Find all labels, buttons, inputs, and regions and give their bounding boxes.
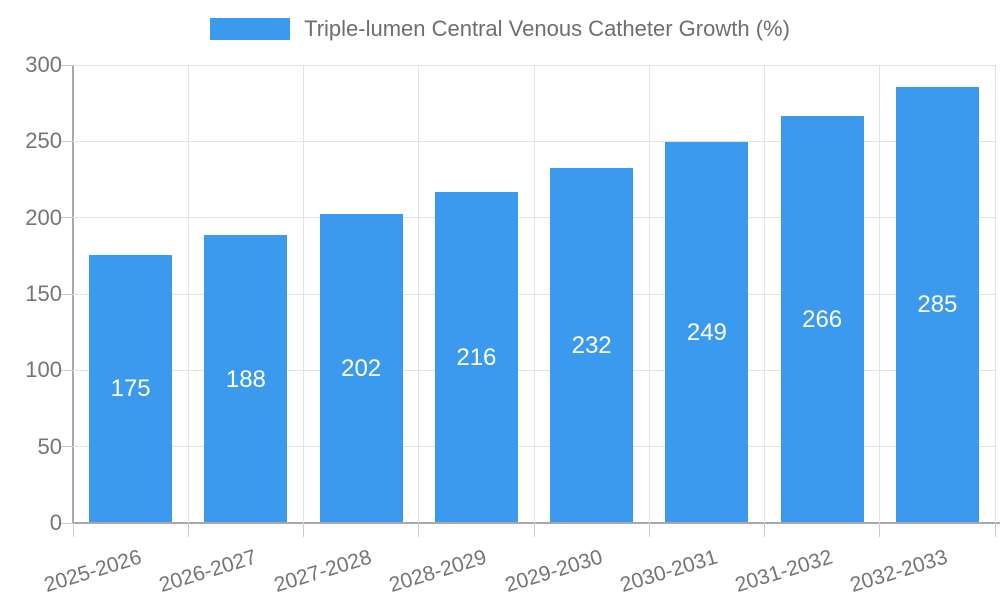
legend-label: Triple-lumen Central Venous Catheter Gro… (304, 16, 790, 41)
legend-swatch-icon (210, 18, 291, 40)
bar-value-label: 216 (456, 344, 497, 372)
gridline-vertical (418, 65, 420, 523)
y-axis-tick (61, 64, 73, 66)
plot-area: 0 50 100 150 200 250 300 175 2025-2026 188 2026-20… (25, 52, 1000, 597)
y-axis-tick-label: 200 (25, 204, 62, 230)
bar-value-label: 249 (686, 318, 727, 346)
y-axis-tick-label: 0 (49, 510, 62, 535)
bar-value-label: 285 (917, 291, 958, 319)
gridline-vertical (994, 65, 996, 523)
x-axis-tick (303, 523, 304, 537)
y-axis-tick-label: 100 (25, 357, 62, 383)
bar (665, 141, 749, 522)
gridline-vertical (303, 65, 304, 523)
y-axis-tick (61, 369, 73, 371)
x-axis-tick (72, 523, 74, 537)
y-axis-tick (61, 140, 73, 142)
gridline-vertical (533, 65, 535, 523)
gridline-vertical (764, 65, 765, 523)
x-axis-tick (994, 523, 996, 537)
x-axis-line (73, 522, 1000, 524)
y-axis-tick (61, 217, 73, 219)
y-axis-tick-label: 150 (25, 281, 62, 306)
y-axis-tick-label: 300 (25, 52, 62, 77)
x-axis-tick (533, 523, 535, 537)
y-axis-tick-label: 50 (37, 433, 62, 459)
bar-value-label: 266 (802, 305, 843, 333)
bar-value-label: 202 (341, 354, 382, 382)
x-axis-tick (879, 523, 881, 537)
legend[interactable]: Triple-lumen Central Venous Catheter Gro… (0, 16, 1000, 42)
y-axis-tick (61, 446, 73, 448)
bar-value-label: 175 (110, 375, 151, 403)
bar (895, 86, 979, 522)
x-axis-tick (764, 523, 765, 537)
bar (550, 167, 634, 522)
x-axis-tick (418, 523, 420, 537)
x-axis-tick (187, 523, 189, 537)
bar (89, 254, 173, 522)
gridline-vertical (187, 65, 189, 523)
gridline-vertical (879, 65, 881, 523)
y-axis-tick-label: 250 (25, 128, 62, 154)
bar (780, 115, 864, 522)
bar-value-label: 188 (225, 365, 266, 393)
bar (434, 192, 518, 522)
gridline-vertical (648, 65, 650, 523)
y-axis-tick (61, 522, 73, 524)
y-axis-tick (61, 293, 73, 295)
bar-value-label: 232 (571, 331, 612, 359)
x-axis-tick (648, 523, 650, 537)
bar (319, 213, 403, 522)
bar (204, 235, 288, 522)
